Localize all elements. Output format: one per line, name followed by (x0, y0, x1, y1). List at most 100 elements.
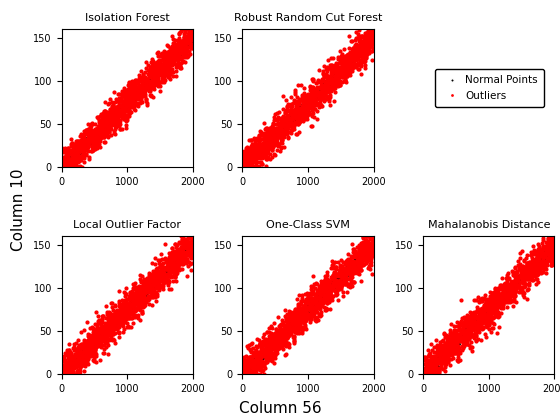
Outliers (148, 80, 155, 85)
Normal Points (273, 131, 279, 136)
Outliers (156, 72, 163, 77)
Normal Points (370, 239, 376, 244)
Normal Points (59, 371, 66, 376)
Normal Points (92, 338, 99, 343)
Normal Points (324, 81, 331, 86)
Line: Outliers: Outliers (421, 233, 557, 377)
Line: Outliers: Outliers (240, 26, 376, 170)
Line: Outliers: Outliers (59, 26, 195, 170)
Outliers (367, 27, 374, 32)
Outliers (260, 331, 267, 336)
Outliers (131, 104, 138, 109)
Line: Normal Points: Normal Points (241, 32, 375, 168)
Outliers (159, 64, 166, 69)
Normal Points (298, 312, 305, 317)
Line: Normal Points: Normal Points (422, 240, 556, 375)
Normal Points (254, 150, 261, 155)
Normal Points (92, 337, 99, 342)
Title: One-Class SVM: One-Class SVM (266, 220, 350, 230)
Normal Points (158, 269, 165, 274)
Normal Points (255, 360, 262, 365)
Line: Outliers: Outliers (59, 233, 195, 377)
Outliers (144, 281, 151, 286)
Normal Points (131, 95, 138, 100)
Outliers (546, 234, 553, 239)
Normal Points (323, 83, 329, 88)
Normal Points (80, 145, 86, 150)
Normal Points (442, 349, 449, 354)
Outliers (106, 116, 113, 121)
Normal Points (242, 165, 249, 170)
Normal Points (450, 341, 456, 346)
Outliers (310, 288, 317, 293)
Outliers (340, 281, 347, 286)
Outliers (145, 281, 152, 286)
Title: Mahalanobis Distance: Mahalanobis Distance (428, 220, 550, 230)
Outliers (475, 318, 482, 323)
Outliers (152, 73, 158, 78)
Text: Column 56: Column 56 (239, 401, 321, 416)
Outliers (484, 308, 491, 313)
Text: Column 10: Column 10 (11, 169, 26, 251)
Outliers (116, 315, 123, 320)
Outliers (362, 234, 369, 239)
Outliers (431, 358, 437, 363)
Normal Points (422, 371, 429, 376)
Normal Points (362, 250, 369, 255)
Normal Points (264, 346, 271, 352)
Normal Points (142, 83, 149, 88)
Outliers (366, 245, 373, 250)
Outliers (301, 107, 307, 112)
Outliers (514, 283, 521, 288)
Outliers (158, 271, 165, 276)
Outliers (179, 248, 186, 253)
Normal Points (59, 165, 66, 170)
Normal Points (108, 114, 114, 119)
Outliers (431, 371, 437, 376)
Outliers (265, 342, 272, 347)
Outliers (189, 27, 196, 32)
Normal Points (123, 306, 129, 311)
Normal Points (66, 159, 73, 164)
Outliers (101, 139, 108, 144)
Normal Points (269, 134, 276, 139)
Normal Points (550, 239, 557, 244)
Normal Points (150, 284, 156, 289)
Normal Points (547, 247, 554, 252)
Title: Local Outlier Factor: Local Outlier Factor (73, 220, 181, 230)
Normal Points (110, 117, 116, 122)
Outliers (250, 165, 256, 170)
Title: Isolation Forest: Isolation Forest (85, 13, 170, 23)
Outliers (318, 298, 325, 303)
Outliers (515, 275, 521, 280)
Outliers (352, 260, 358, 265)
Outliers (329, 258, 335, 263)
Normal Points (251, 149, 258, 154)
Normal Points (240, 371, 246, 376)
Normal Points (370, 32, 377, 37)
Line: Normal Points: Normal Points (241, 241, 375, 375)
Normal Points (286, 325, 292, 330)
Outliers (115, 318, 122, 323)
Outliers (116, 126, 123, 131)
Normal Points (188, 34, 194, 39)
Outliers (527, 273, 534, 278)
Outliers (241, 164, 248, 169)
Outliers (430, 353, 437, 358)
Normal Points (521, 272, 528, 277)
Normal Points (502, 291, 508, 296)
Line: Normal Points: Normal Points (60, 240, 194, 375)
Normal Points (242, 160, 249, 165)
Outliers (351, 64, 357, 69)
Outliers (104, 317, 111, 322)
Outliers (62, 165, 69, 170)
Normal Points (88, 136, 95, 141)
Normal Points (64, 365, 71, 370)
Normal Points (430, 362, 436, 368)
Outliers (330, 66, 337, 71)
Line: Outliers: Outliers (240, 233, 376, 377)
Normal Points (309, 95, 316, 100)
Normal Points (158, 67, 165, 72)
Title: Robust Random Cut Forest: Robust Random Cut Forest (234, 13, 382, 23)
Normal Points (331, 280, 338, 285)
